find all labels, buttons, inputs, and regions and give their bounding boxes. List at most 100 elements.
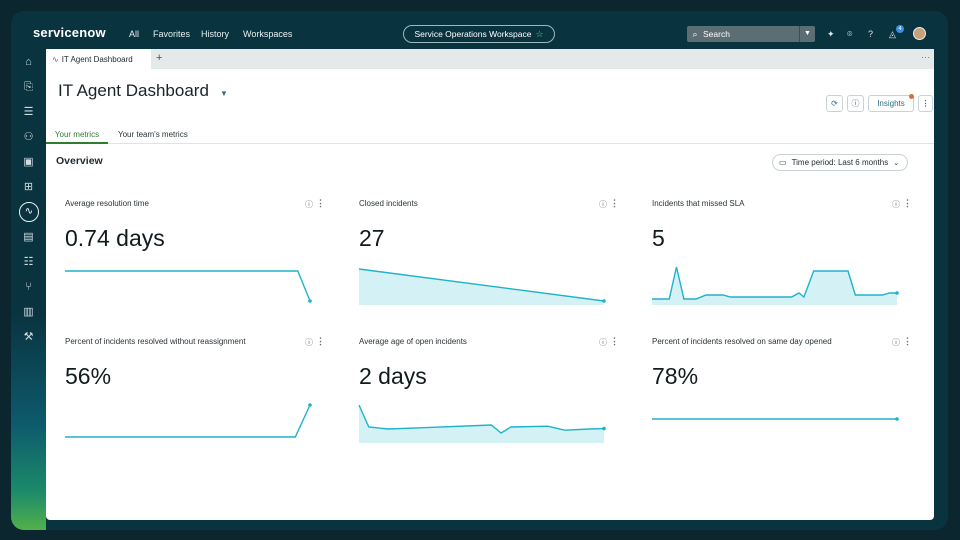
metric-value: 0.74 days (65, 225, 165, 251)
add-tab-button[interactable]: + (156, 52, 163, 64)
servicenow-logo[interactable]: servicenow (33, 25, 106, 40)
metric-card[interactable]: Percent of incidents resolved without re… (65, 336, 335, 467)
sparkle-icon[interactable]: ✦ (827, 29, 835, 39)
overview-heading: Overview (56, 155, 103, 167)
info-icon[interactable]: ⓘ (892, 338, 900, 347)
card-menu-icon[interactable]: ⋮ (903, 336, 912, 346)
subtab-team-metrics[interactable]: Your team's metrics (118, 130, 188, 139)
metric-title: Average age of open incidents (359, 337, 467, 346)
flow-icon[interactable]: ⑂ (25, 281, 32, 293)
metric-value: 56% (65, 363, 112, 389)
sparkline-area (359, 269, 604, 305)
info-icon[interactable]: ⓘ (305, 200, 313, 209)
card-menu-icon[interactable]: ⋮ (610, 198, 619, 208)
top-bar: servicenow All Favorites History Workspa… (11, 11, 948, 49)
info-icon[interactable]: ⓘ (892, 200, 900, 209)
metric-card[interactable]: Average age of open incidents ⓘ ⋮ 2 days (358, 336, 629, 467)
nav-favorites[interactable]: Favorites (153, 29, 191, 39)
user-avatar[interactable] (913, 27, 926, 40)
workspace-pill[interactable]: Service Operations Workspace ☆ (403, 25, 555, 43)
sparkline-chart (65, 270, 312, 303)
chevron-down-icon: ⌄ (893, 159, 900, 167)
people-icon[interactable]: ⚇ (23, 131, 34, 143)
info-icon[interactable]: ⓘ (599, 338, 607, 347)
metric-card[interactable]: Average resolution time ⓘ ⋮ 0.74 days (65, 198, 335, 329)
search-icon: ⌕ (692, 28, 698, 39)
grid-icon[interactable]: ⊞ (23, 181, 34, 193)
metric-card[interactable]: Percent of incidents resolved on same da… (652, 336, 922, 467)
help-icon[interactable]: ? (868, 29, 874, 39)
sparkline-area (359, 405, 604, 443)
left-rail: ⌂ ⎘ ☰ ⚇ ▣ ⊞ ∿ ▤ ☷ ⑂ ▥ ⚒ (11, 49, 46, 530)
app-frame: servicenow All Favorites History Workspa… (11, 11, 948, 530)
metrics-subtabs: Your metrics Your team's metrics (46, 126, 934, 144)
sparkline-line (65, 270, 311, 302)
insights-button[interactable]: Insights (868, 95, 914, 112)
pulse-icon[interactable]: ∿ (19, 202, 39, 222)
metric-value: 27 (359, 225, 385, 251)
notification-badge: 4 (896, 25, 904, 33)
more-options-button[interactable]: ⋮ (918, 95, 933, 112)
sparkline-chart (65, 403, 312, 438)
metric-card[interactable]: Incidents that missed SLA ⓘ ⋮ 5 (652, 198, 922, 329)
time-period-label: Time period: Last 6 months (791, 158, 889, 167)
search-placeholder: Search (703, 29, 730, 39)
sparkline-chart (358, 268, 606, 305)
inbox-icon[interactable]: ⎘ (24, 81, 33, 93)
form-icon[interactable]: ☷ (23, 256, 34, 268)
tool-icon[interactable]: ⚒ (23, 331, 34, 343)
card-menu-icon[interactable]: ⋮ (316, 336, 325, 346)
card-menu-icon[interactable]: ⋮ (610, 336, 619, 346)
sparkline-chart (652, 266, 899, 305)
time-period-selector[interactable]: ▭ Time period: Last 6 months ⌄ (772, 154, 908, 171)
info-icon[interactable]: ⓘ (599, 200, 607, 209)
nav-workspaces[interactable]: Workspaces (243, 29, 293, 39)
sparkline-endpoint (602, 299, 606, 303)
info-icon[interactable]: ⓘ (305, 338, 313, 347)
report-icon[interactable]: ▤ (23, 231, 34, 243)
search-input[interactable]: ⌕ Search ▼ (687, 26, 815, 42)
sparkline-endpoint (895, 417, 899, 421)
home-icon[interactable]: ⌂ (25, 56, 32, 68)
metric-title: Percent of incidents resolved on same da… (652, 337, 832, 346)
card-menu-icon[interactable]: ⋮ (316, 198, 325, 208)
metric-title: Closed incidents (359, 199, 418, 208)
sparkline-line (358, 404, 605, 434)
title-dropdown-icon[interactable]: ▼ (220, 89, 228, 98)
refresh-button[interactable]: ⟳ (826, 95, 843, 112)
calendar-small-icon: ▭ (779, 158, 787, 167)
subtab-your-metrics[interactable]: Your metrics (46, 126, 108, 144)
sparkline-endpoint (308, 403, 312, 407)
pulse-tab-icon: ∿ (52, 54, 59, 64)
favorite-star-icon[interactable]: ☆ (535, 28, 544, 39)
chat-icon[interactable]: ⌾ (847, 29, 853, 39)
card-menu-icon[interactable]: ⋮ (903, 198, 912, 208)
sparkline-line (358, 268, 605, 302)
insights-notification-dot (909, 94, 914, 99)
metric-value: 2 days (359, 363, 427, 389)
list-icon[interactable]: ☰ (23, 106, 34, 118)
sparkline-endpoint (602, 426, 606, 431)
search-dropdown-icon[interactable]: ▼ (799, 26, 815, 42)
info-button[interactable]: ⓘ (847, 95, 864, 112)
tab-label: IT Agent Dashboard (61, 54, 133, 64)
metric-card[interactable]: Closed incidents ⓘ ⋮ 27 (358, 198, 629, 329)
nav-all[interactable]: All (129, 29, 140, 39)
workspace-name: Service Operations Workspace (414, 29, 532, 39)
metric-value: 78% (652, 363, 699, 389)
chart-icon[interactable]: ▥ (23, 306, 34, 318)
tab-it-agent-dashboard[interactable]: ∿ IT Agent Dashboard (46, 49, 151, 69)
sparkline-chart (358, 404, 606, 443)
sparkline-line (65, 404, 311, 438)
main-panel: ∿ IT Agent Dashboard + ··· IT Agent Dash… (46, 49, 934, 520)
bell-icon[interactable]: ◬ (889, 29, 896, 39)
sparkline-endpoint (895, 291, 899, 295)
metric-value: 5 (652, 225, 665, 251)
calendar-icon[interactable]: ▣ (23, 156, 34, 168)
tab-overflow-icon[interactable]: ··· (921, 52, 930, 62)
metric-title: Average resolution time (65, 199, 149, 208)
sparkline-endpoint (308, 299, 312, 303)
metric-title: Incidents that missed SLA (652, 199, 745, 208)
page-title: IT Agent Dashboard (58, 81, 209, 100)
nav-history[interactable]: History (201, 29, 230, 39)
